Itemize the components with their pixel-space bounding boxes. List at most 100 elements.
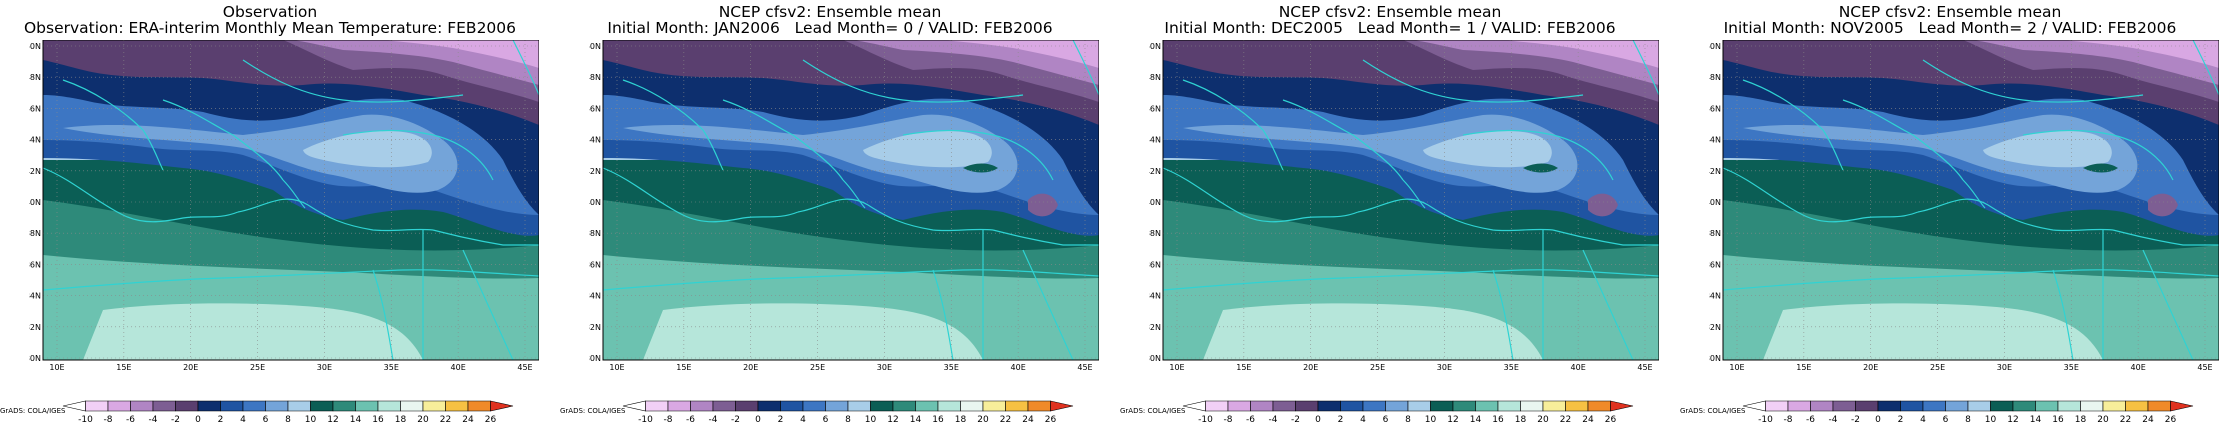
colorbar-swatch bbox=[197, 400, 221, 412]
coastline bbox=[1162, 167, 1359, 223]
colorbar-swatch bbox=[2035, 400, 2059, 412]
temperature-map: 50N 48N 46N 44N 42N 40N 38N 36N 34N 32N 30N 10E 15E 2… bbox=[29, 40, 539, 380]
y-tick-label: 36N bbox=[589, 260, 601, 269]
colorbar-swatch bbox=[1497, 400, 1521, 412]
colorbar-label: -10 bbox=[1198, 415, 1213, 425]
y-tick-label: 40N bbox=[29, 198, 41, 207]
colorbar-label: 22 bbox=[440, 415, 451, 425]
colorbar-label: -8 bbox=[1784, 415, 1793, 425]
colorbar-label: 20 bbox=[977, 415, 989, 425]
coastline bbox=[602, 167, 799, 223]
map-panel-1: Observation Observation: ERA-interim Mon… bbox=[0, 0, 560, 425]
colorbar-label: -10 bbox=[1758, 415, 1773, 425]
contour-band bbox=[303, 130, 432, 168]
coastline bbox=[1022, 249, 1074, 361]
contour-band bbox=[943, 40, 1099, 68]
coastline bbox=[342, 129, 494, 181]
y-tick-label: 40N bbox=[1149, 198, 1161, 207]
coastline bbox=[242, 59, 464, 103]
y-tick-label: 30N bbox=[589, 354, 601, 363]
colorbar-label: 12 bbox=[327, 415, 338, 425]
coastline bbox=[1722, 269, 2219, 291]
contour-band bbox=[1503, 40, 1659, 68]
x-tick-label: 35E bbox=[944, 363, 959, 372]
colorbar-label: 10 bbox=[865, 415, 877, 425]
colorbar-swatch bbox=[152, 400, 176, 412]
colorbar: -10 -8 -6 -4 -2 0 2 4 6 8 10 12 14 16 18 20 22 24 26 bbox=[62, 400, 514, 425]
y-tick-label: 44N bbox=[589, 136, 601, 145]
contour-band bbox=[1203, 303, 1543, 360]
coastline bbox=[1357, 198, 1554, 232]
y-tick-label: 42N bbox=[1149, 167, 1161, 176]
colorbar-label: 26 bbox=[2165, 415, 2177, 425]
colorbar-label: -6 bbox=[1246, 415, 1255, 425]
coastline bbox=[1962, 179, 1986, 209]
colorbar-swatch bbox=[1050, 400, 1074, 412]
colorbar-swatch bbox=[265, 400, 289, 412]
x-tick-label: 35E bbox=[1504, 363, 1519, 372]
coastline bbox=[42, 269, 539, 291]
colorbar-label: 26 bbox=[1045, 415, 1057, 425]
x-tick-label: 30E bbox=[877, 363, 892, 372]
colorbar-label: 6 bbox=[1383, 415, 1389, 425]
colorbar-label: -8 bbox=[664, 415, 673, 425]
contour-band bbox=[643, 303, 983, 360]
y-tick-label: 46N bbox=[1149, 104, 1161, 113]
colorbar-swatch bbox=[2102, 400, 2126, 412]
panel-subtitle: Observation: ERA-interim Monthly Mean Te… bbox=[23, 19, 517, 37]
x-tick-label: 20E bbox=[183, 363, 198, 372]
colorbar-swatch bbox=[1430, 400, 1454, 412]
colorbar-swatch bbox=[1587, 400, 1611, 412]
colorbar-swatch bbox=[667, 400, 691, 412]
y-tick-label: 38N bbox=[589, 229, 601, 238]
coastline bbox=[1362, 59, 1584, 103]
panel-title: NCEP cfsv2: Ensemble mean bbox=[1278, 3, 1502, 21]
x-tick-label: 35E bbox=[384, 363, 399, 372]
colorbar-swatch bbox=[645, 400, 669, 412]
y-tick-label: 48N bbox=[1709, 73, 1721, 82]
colorbar-swatch bbox=[1362, 400, 1386, 412]
coastline bbox=[512, 40, 539, 96]
colorbar-label: 20 bbox=[1537, 415, 1549, 425]
coastline bbox=[1917, 198, 2114, 232]
y-tick-label: 50N bbox=[589, 42, 601, 51]
y-tick-label: 42N bbox=[29, 167, 41, 176]
credit-text: GrADS: COLA/IGES bbox=[560, 407, 626, 415]
credit-text: GrADS: COLA/IGES bbox=[1120, 407, 1186, 415]
coastline bbox=[1282, 99, 1404, 181]
x-tick-label: 15E bbox=[676, 363, 691, 372]
colorbar-label: 10 bbox=[305, 415, 317, 425]
x-tick-label: 30E bbox=[317, 363, 332, 372]
colorbar-swatch bbox=[1027, 400, 1051, 412]
y-tick-label: 38N bbox=[29, 229, 41, 238]
colorbar-swatch bbox=[1182, 400, 1206, 412]
colorbar-swatch bbox=[1810, 400, 1834, 412]
colorbar-label: 6 bbox=[823, 415, 829, 425]
colorbar-label: 8 bbox=[1965, 415, 1971, 425]
colorbar-label: 2 bbox=[1898, 415, 1904, 425]
panel-title: Observation bbox=[222, 3, 318, 21]
coastline bbox=[932, 269, 954, 361]
colorbar-label: 24 bbox=[1582, 415, 1594, 425]
colorbar-label: -6 bbox=[1806, 415, 1815, 425]
y-tick-label: 36N bbox=[1709, 260, 1721, 269]
y-tick-label: 42N bbox=[589, 167, 601, 176]
colorbar-label: 10 bbox=[1425, 415, 1437, 425]
contour-band bbox=[1763, 303, 2103, 360]
colorbar: -10 -8 -6 -4 -2 0 2 4 6 8 10 12 14 16 18 20 22 24 26 bbox=[1742, 400, 2194, 425]
temperature-map: 50N 48N 46N 44N 42N 40N 38N 36N 34N 32N 30N 10E 15E 2… bbox=[1149, 40, 1659, 380]
colorbar-label: 0 bbox=[195, 415, 201, 425]
colorbar-swatch bbox=[622, 400, 646, 412]
credit-text: GrADS: COLA/IGES bbox=[0, 407, 66, 415]
colorbar-swatch bbox=[735, 400, 759, 412]
x-tick-label: 20E bbox=[1863, 363, 1878, 372]
colorbar-swatch bbox=[490, 400, 514, 412]
coastline bbox=[1552, 229, 1659, 246]
colorbar-label: 16 bbox=[1492, 415, 1504, 425]
colorbar-swatch bbox=[2012, 400, 2036, 412]
y-tick-label: 32N bbox=[1709, 323, 1721, 332]
y-tick-label: 46N bbox=[1709, 104, 1721, 113]
x-tick-label: 25E bbox=[250, 363, 265, 372]
map-panel-3: NCEP cfsv2: Ensemble mean Initial Month:… bbox=[1120, 0, 1680, 425]
y-tick-label: 44N bbox=[29, 136, 41, 145]
